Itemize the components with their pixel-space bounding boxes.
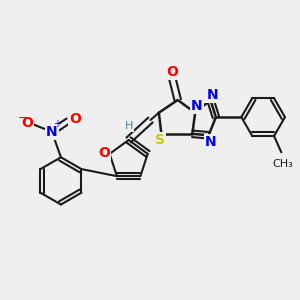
Text: O: O	[166, 65, 178, 79]
Text: O: O	[69, 112, 81, 126]
Text: CH₃: CH₃	[273, 159, 293, 169]
Text: O: O	[98, 146, 110, 160]
Text: −: −	[17, 112, 28, 124]
Text: N: N	[46, 125, 58, 139]
Text: H: H	[125, 122, 134, 131]
Text: N: N	[206, 88, 218, 102]
Text: O: O	[21, 116, 33, 130]
Text: N: N	[205, 135, 216, 149]
Text: S: S	[154, 134, 165, 147]
Text: +: +	[52, 119, 61, 129]
Text: N: N	[191, 99, 203, 113]
